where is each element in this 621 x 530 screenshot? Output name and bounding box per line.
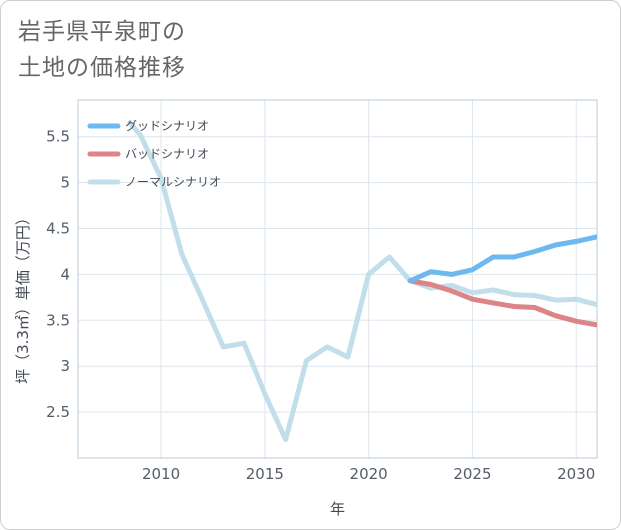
y-tick-label: 5	[60, 174, 70, 192]
legend-label: バッドシナリオ	[125, 147, 209, 161]
x-tick-label: 2015	[246, 465, 284, 483]
y-tick-label: 5.5	[46, 128, 70, 146]
y-axis-ticks: 2.5 3 3.5 4 4.5 5 5.5	[46, 128, 70, 421]
grid-lines	[78, 100, 597, 458]
x-tick-label: 2030	[557, 465, 595, 483]
x-tick-label: 2010	[142, 465, 180, 483]
series-line-0	[407, 234, 597, 284]
series-lines	[127, 120, 597, 443]
legend-item[interactable]: バッドシナリオ	[87, 147, 209, 161]
x-axis-ticks: 2010 2015 2020 2025 2030	[142, 465, 595, 483]
x-tick-label: 2020	[350, 465, 388, 483]
y-tick-label: 3.5	[46, 311, 70, 329]
series-line-1	[407, 278, 597, 328]
chart-title-line-2: 土地の価格推移	[18, 55, 186, 81]
y-tick-label: 4	[60, 265, 70, 283]
series-line-2	[127, 120, 597, 443]
y-axis-label: 坪（3.3㎡）単価（万円）	[14, 210, 32, 384]
y-tick-label: 3	[60, 357, 70, 375]
chart-title-line-1: 岩手県平泉町の	[18, 19, 186, 45]
legend-item[interactable]: グッドシナリオ	[87, 119, 209, 133]
x-axis-label: 年	[330, 500, 345, 518]
legend-label: グッドシナリオ	[125, 119, 209, 133]
y-tick-label: 4.5	[46, 220, 70, 238]
plot-border	[77, 99, 598, 459]
y-tick-label: 2.5	[46, 403, 70, 421]
x-tick-label: 2025	[453, 465, 491, 483]
legend-label: ノーマルシナリオ	[125, 175, 221, 189]
chart-title: 岩手県平泉町の 土地の価格推移	[18, 14, 186, 86]
plot-area	[78, 100, 597, 458]
legend-item[interactable]: ノーマルシナリオ	[87, 175, 221, 189]
